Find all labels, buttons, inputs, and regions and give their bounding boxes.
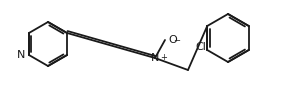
Text: O: O: [168, 35, 177, 45]
Text: N: N: [17, 50, 26, 60]
Text: −: −: [173, 36, 180, 45]
Text: Cl: Cl: [195, 42, 206, 52]
Text: N: N: [151, 53, 159, 63]
Text: +: +: [160, 53, 167, 62]
